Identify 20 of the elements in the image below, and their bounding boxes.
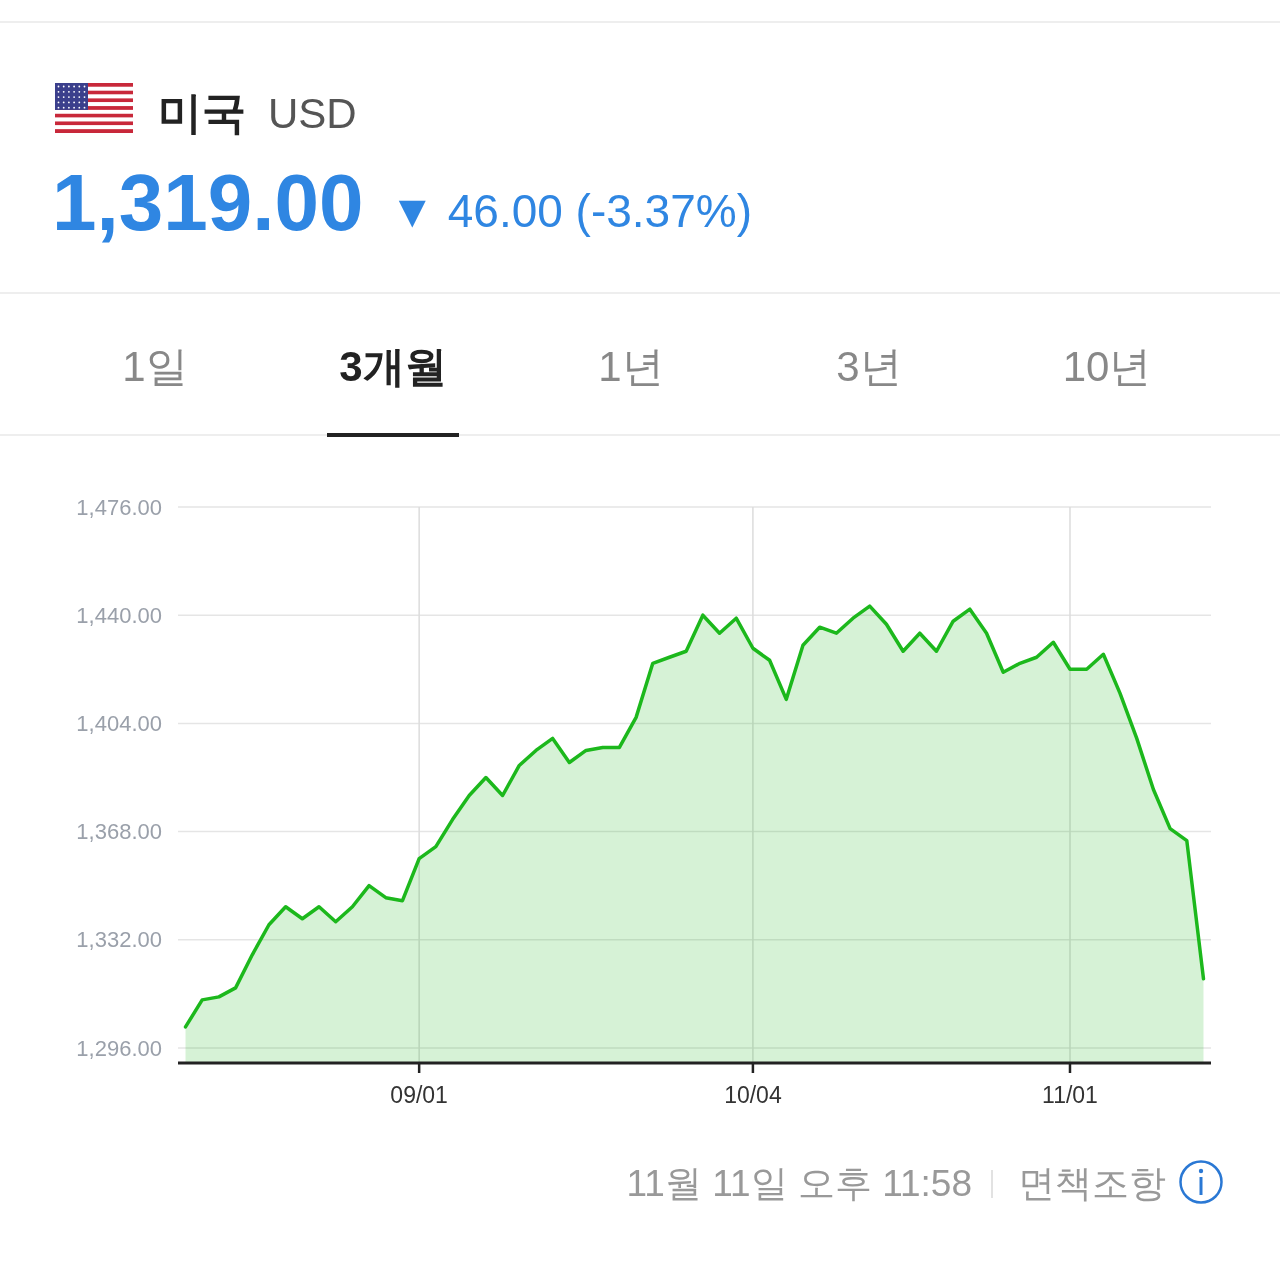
text: 10년: [1062, 343, 1152, 390]
text: 1년: [598, 343, 664, 390]
y-tick-label: 1,332.00: [76, 927, 162, 953]
chart-subtitle: USD: [268, 90, 357, 137]
x-tick-label: 10/04: [724, 1082, 782, 1108]
y-tick-label: 1,296.00: [76, 1035, 162, 1061]
text: 3개월: [339, 343, 447, 390]
text: 1일: [122, 343, 188, 390]
text: 1,319.00: [52, 158, 364, 247]
x-tick-label: 09/01: [390, 1082, 448, 1108]
text: ▼ 46.00 (-3.37%): [389, 185, 752, 237]
text: 면책조항: [1018, 1163, 1166, 1204]
x-tick-label: 11/01: [1042, 1082, 1098, 1108]
y-tick-label: 1,368.00: [76, 819, 162, 845]
y-tick-label: 1,404.00: [76, 711, 162, 737]
text: 11월 11일 오후 11:58: [626, 1163, 972, 1204]
chart-title: 미국: [158, 88, 246, 137]
y-tick-label: 1,476.00: [76, 494, 162, 520]
text: 3년: [836, 343, 902, 390]
y-tick-label: 1,440.00: [76, 602, 162, 628]
